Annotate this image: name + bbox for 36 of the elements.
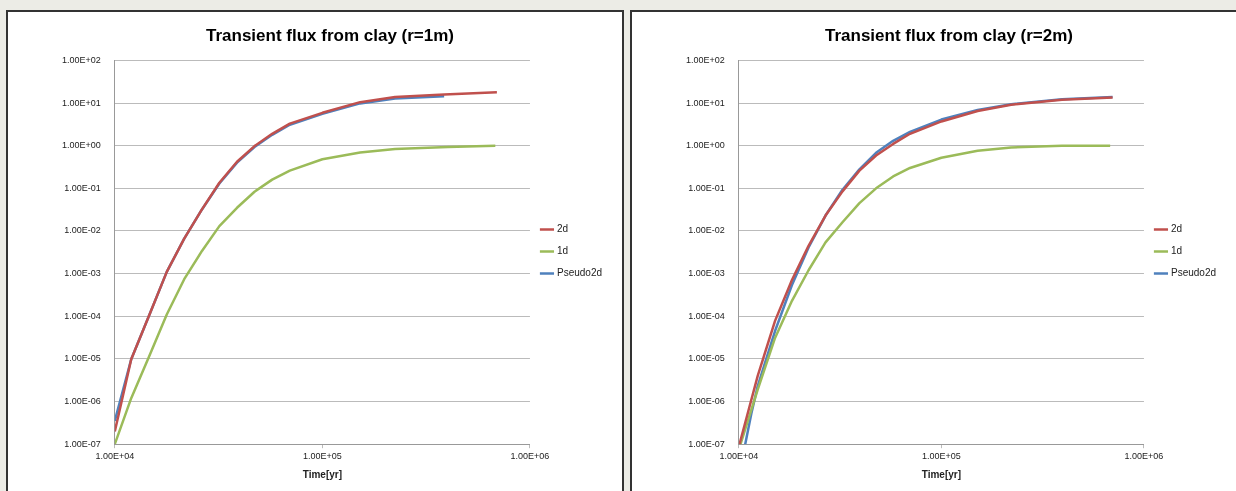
x-tick-label: 1.00E+06	[1124, 451, 1164, 462]
legend-label: Pseudo2d	[1170, 267, 1217, 279]
y-tick-label: 1.00E+01	[685, 97, 725, 108]
x-tick-label: 1.00E+05	[921, 451, 961, 462]
y-tick-label: 1.00E+02	[61, 54, 101, 65]
x-axis-title: Time[yr]	[302, 468, 343, 480]
y-tick-label: 1.00E+02	[685, 54, 725, 65]
y-tick-label: 1.00E-01	[688, 182, 725, 193]
y-tick-label: 1.00E-07	[688, 438, 725, 449]
x-tick-label: 1.00E+04	[719, 451, 759, 462]
y-tick-label: 1.00E-03	[688, 268, 725, 279]
y-tick-label: 1.00E-01	[64, 182, 101, 193]
x-tick-label: 1.00E+04	[95, 451, 135, 462]
legend-label: 1d	[1170, 245, 1183, 257]
y-tick-label: 1.00E-06	[64, 396, 101, 407]
y-tick-label: 1.00E-07	[64, 438, 101, 449]
y-tick-label: 1.00E-05	[64, 353, 101, 364]
y-tick-label: 1.00E-02	[688, 225, 725, 236]
legend-label: 2d	[556, 223, 569, 235]
chart-title: Transient flux from clay (r=2m)	[825, 25, 1073, 45]
x-axis-title: Time[yr]	[921, 468, 962, 480]
y-tick-label: 1.00E+00	[61, 140, 101, 151]
x-tick-label: 1.00E+05	[302, 451, 342, 462]
chart-title: Transient flux from clay (r=1m)	[206, 25, 454, 45]
legend-label: Pseudo2d	[556, 267, 603, 279]
y-tick-label: 1.00E+01	[61, 97, 101, 108]
y-tick-label: 1.00E+00	[685, 140, 725, 151]
y-tick-label: 1.00E-04	[64, 310, 101, 321]
legend-label: 1d	[556, 245, 569, 257]
y-tick-label: 1.00E-06	[688, 396, 725, 407]
y-tick-label: 1.00E-03	[64, 268, 101, 279]
y-tick-label: 1.00E-05	[688, 353, 725, 364]
y-tick-label: 1.00E-04	[688, 310, 725, 321]
x-tick-label: 1.00E+06	[510, 451, 550, 462]
y-tick-label: 1.00E-02	[64, 225, 101, 236]
legend-label: 2d	[1170, 223, 1183, 235]
